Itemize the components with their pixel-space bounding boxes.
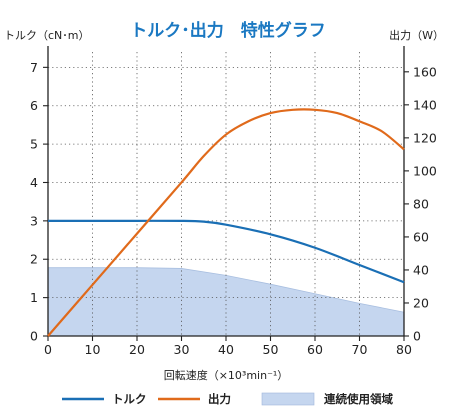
y-left-tick-label: 0: [30, 329, 38, 344]
y-left-tick-label: 7: [30, 60, 38, 75]
legend-continuous-area-label: 連続使用領域: [324, 392, 393, 406]
legend: トルク 出力 連続使用領域: [62, 392, 393, 406]
y-right-tick-label: 40: [413, 262, 429, 277]
y-right-tick-label: 20: [413, 295, 429, 310]
y-right-axis-label: 出力（W）: [389, 28, 444, 42]
y-right-tick-label: 80: [413, 196, 429, 211]
y-right-tick-label: 0: [413, 329, 421, 344]
y-right-tick-label: 160: [413, 64, 437, 79]
y-left-tick-label: 1: [30, 290, 38, 305]
series-line-output: [47, 108, 405, 337]
x-axis-label: 回転速度（×10³min⁻¹）: [164, 368, 289, 382]
y-left-axis-label: トルク（cN･m）: [4, 29, 90, 42]
legend-torque-label: トルク: [112, 392, 147, 406]
x-tick-label: 30: [174, 342, 190, 357]
y-right-tick-label: 120: [413, 130, 437, 145]
x-tick-label: 0: [44, 342, 52, 357]
x-tick-label: 70: [352, 342, 368, 357]
plot-area: 0 10 20 30 40 50 60 70 8001234567020406080100120…: [30, 46, 437, 357]
y-left-tick-label: 2: [30, 252, 38, 267]
series-line-torque: [47, 219, 405, 284]
x-tick-label: 20: [129, 342, 145, 357]
legend-continuous-area-swatch: [261, 392, 315, 406]
y-left-tick-label: 4: [30, 175, 38, 190]
y-right-tick-label: 60: [413, 229, 429, 244]
x-tick-label: 50: [263, 342, 279, 357]
y-left-tick-label: 3: [30, 213, 38, 228]
y-left-tick-label: 5: [30, 137, 38, 152]
x-tick-label: 10: [85, 342, 101, 357]
y-right-tick-label: 140: [413, 97, 437, 112]
y-left-tick-label: 6: [30, 98, 38, 113]
x-tick-label: 80: [396, 342, 412, 357]
chart-title: トルク･出力 特性グラフ: [130, 20, 326, 41]
x-tick-label: 60: [307, 342, 323, 357]
x-tick-label: 40: [218, 342, 234, 357]
legend-output-label: 出力: [208, 392, 231, 406]
y-right-tick-label: 100: [413, 163, 437, 178]
